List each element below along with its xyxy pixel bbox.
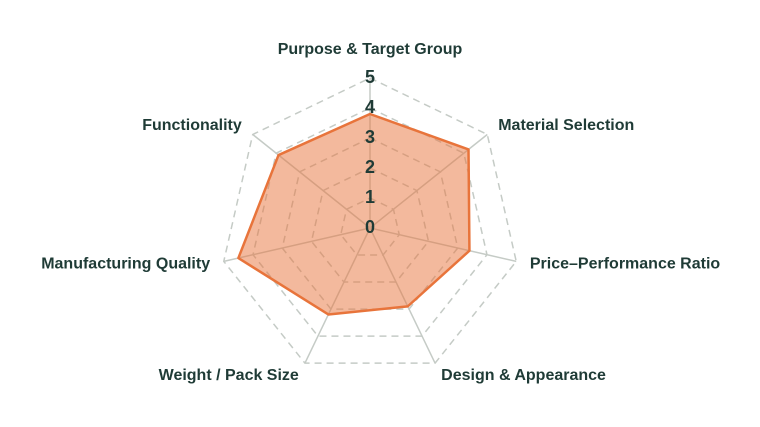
axis-label: Manufacturing Quality	[41, 256, 210, 273]
tick-label: 0	[365, 217, 375, 237]
grid-ring	[222, 77, 518, 364]
axis-label: Weight / Pack Size	[159, 367, 299, 384]
axis-label: Purpose & Target Group	[278, 41, 463, 58]
axis-label: Price–Performance Ratio	[530, 256, 721, 273]
tick-label: 4	[365, 97, 375, 117]
tick-label: 2	[365, 157, 375, 177]
data-area	[237, 112, 471, 316]
axis-label: Material Selection	[498, 117, 634, 134]
tick-label: 1	[365, 187, 375, 207]
tick-label: 5	[365, 67, 375, 87]
axis-label: Design & Appearance	[441, 367, 606, 384]
tick-label: 3	[365, 127, 375, 147]
axis-label: Functionality	[142, 117, 242, 134]
